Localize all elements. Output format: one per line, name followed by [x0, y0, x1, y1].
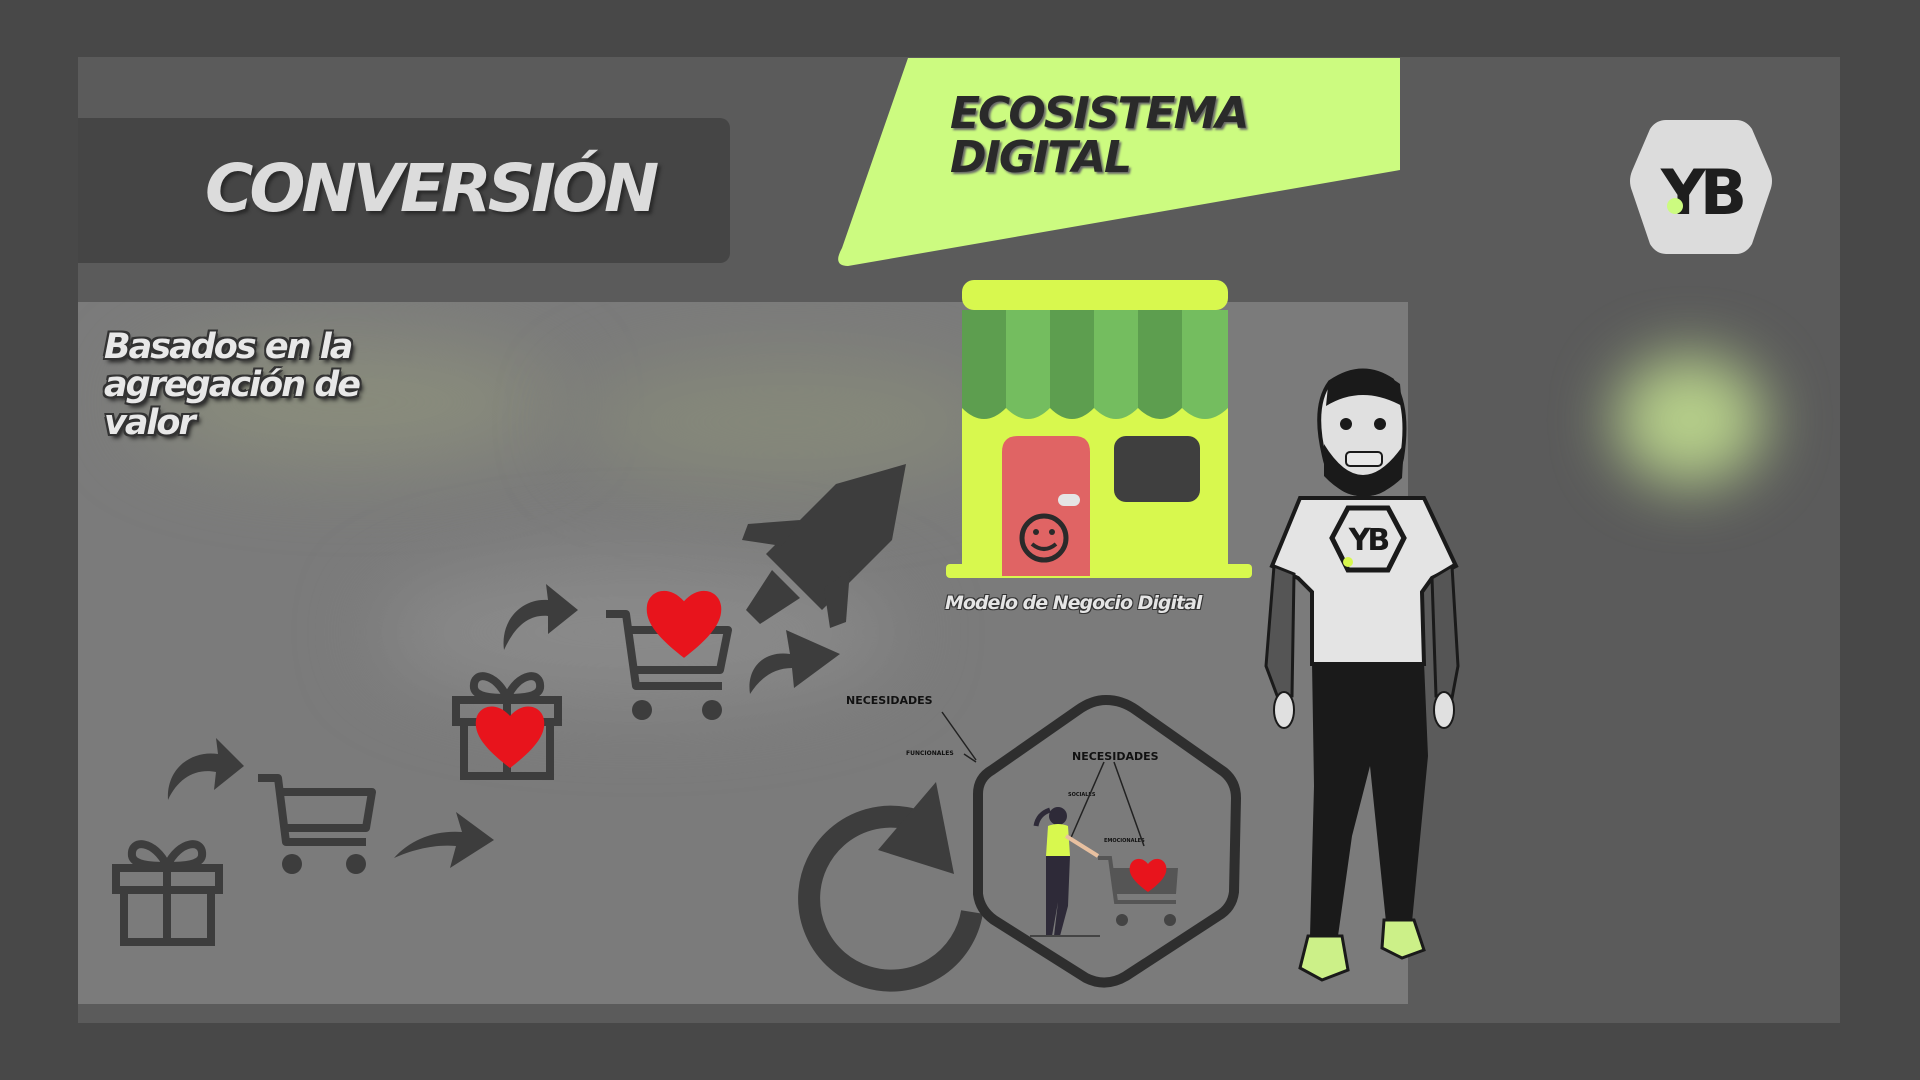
- needs-inner-label: NECESIDADES: [1072, 750, 1159, 763]
- rocket-icon: [742, 464, 906, 628]
- logo-badge: YB: [1630, 120, 1772, 254]
- subtitle-line-1: Basados en la: [104, 327, 353, 367]
- character-illustration: YB: [1264, 368, 1460, 982]
- gift-icon: [112, 840, 223, 946]
- store-icon: [946, 280, 1252, 578]
- banner-line-2: DIGITAL: [950, 132, 1132, 183]
- hexagon-frame: [973, 694, 1242, 988]
- shopper-illustration: [1030, 807, 1178, 937]
- store-caption: Modelo de Negocio Digital: [945, 592, 1202, 614]
- heart-icon: [646, 590, 722, 658]
- blurred-light: [1615, 355, 1765, 485]
- curved-arrow-icon: [167, 738, 244, 800]
- needs-connector-lines: [941, 711, 1145, 847]
- banner-title: ECOSISTEMA DIGITAL: [950, 92, 1310, 180]
- curved-arrow-icon: [749, 630, 840, 694]
- needs-social-label: SOCIALES: [1068, 792, 1096, 798]
- logo-text: YB: [1660, 156, 1743, 229]
- needs-emotional-label: EMOCIONALES: [1104, 838, 1145, 844]
- curved-arrow-icon: [394, 812, 494, 868]
- heart-icon: [475, 706, 545, 768]
- needs-outer-label: NECESIDADES: [846, 694, 933, 707]
- subtitle-line-3: valor: [104, 403, 196, 443]
- page-title: CONVERSIÓN: [205, 150, 659, 227]
- banner-shape: [838, 58, 1400, 266]
- svg-text:YB: YB: [1348, 523, 1389, 558]
- subtitle: Basados en la agregación de valor: [104, 328, 434, 442]
- needs-functional-label: FUNCIONALES: [906, 750, 954, 757]
- curved-arrow-icon: [503, 584, 578, 650]
- banner-line-1: ECOSISTEMA: [950, 88, 1249, 139]
- refresh-icon: [798, 782, 983, 992]
- subtitle-line-2: agregación de: [104, 365, 361, 405]
- title-box: [78, 118, 730, 263]
- cart-icon: [258, 774, 376, 874]
